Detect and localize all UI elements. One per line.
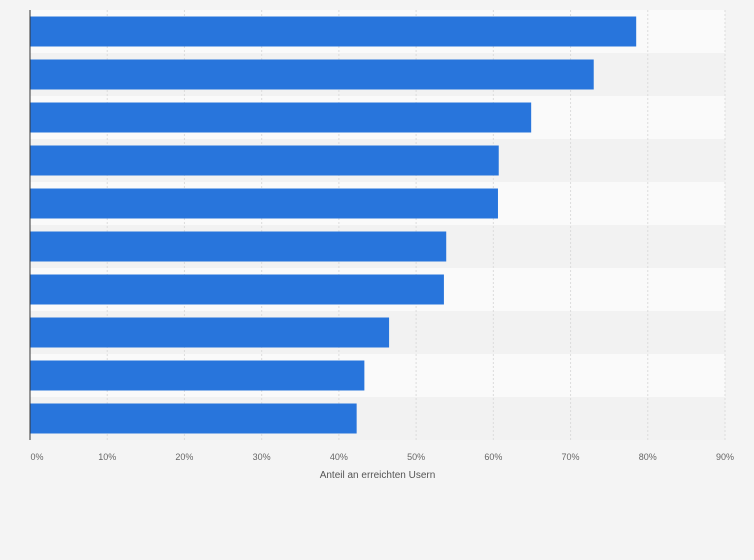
x-tick-label: 70% xyxy=(562,452,580,462)
bar xyxy=(30,231,447,262)
bar xyxy=(30,274,444,305)
bar xyxy=(30,317,390,348)
bar xyxy=(30,188,498,219)
bars xyxy=(30,16,637,434)
x-tick-label: 10% xyxy=(98,452,116,462)
x-tick-label: 50% xyxy=(407,452,425,462)
bar xyxy=(30,16,637,47)
x-tick-label: 0% xyxy=(30,452,43,462)
x-tick-label: 90% xyxy=(716,452,734,462)
x-tick-labels: 0% 10% 20% 30% 40% 50% 60% 70% 80% 90% xyxy=(30,452,734,462)
bar xyxy=(30,102,532,133)
x-tick-label: 20% xyxy=(175,452,193,462)
bar xyxy=(30,59,594,90)
x-tick-label: 80% xyxy=(639,452,657,462)
x-tick-label: 60% xyxy=(484,452,502,462)
bar xyxy=(30,360,365,391)
bar xyxy=(30,403,357,434)
bar xyxy=(30,145,499,176)
x-axis-title: Anteil an erreichten Usern xyxy=(320,470,436,481)
x-tick-label: 30% xyxy=(253,452,271,462)
x-tick-label: 40% xyxy=(330,452,348,462)
